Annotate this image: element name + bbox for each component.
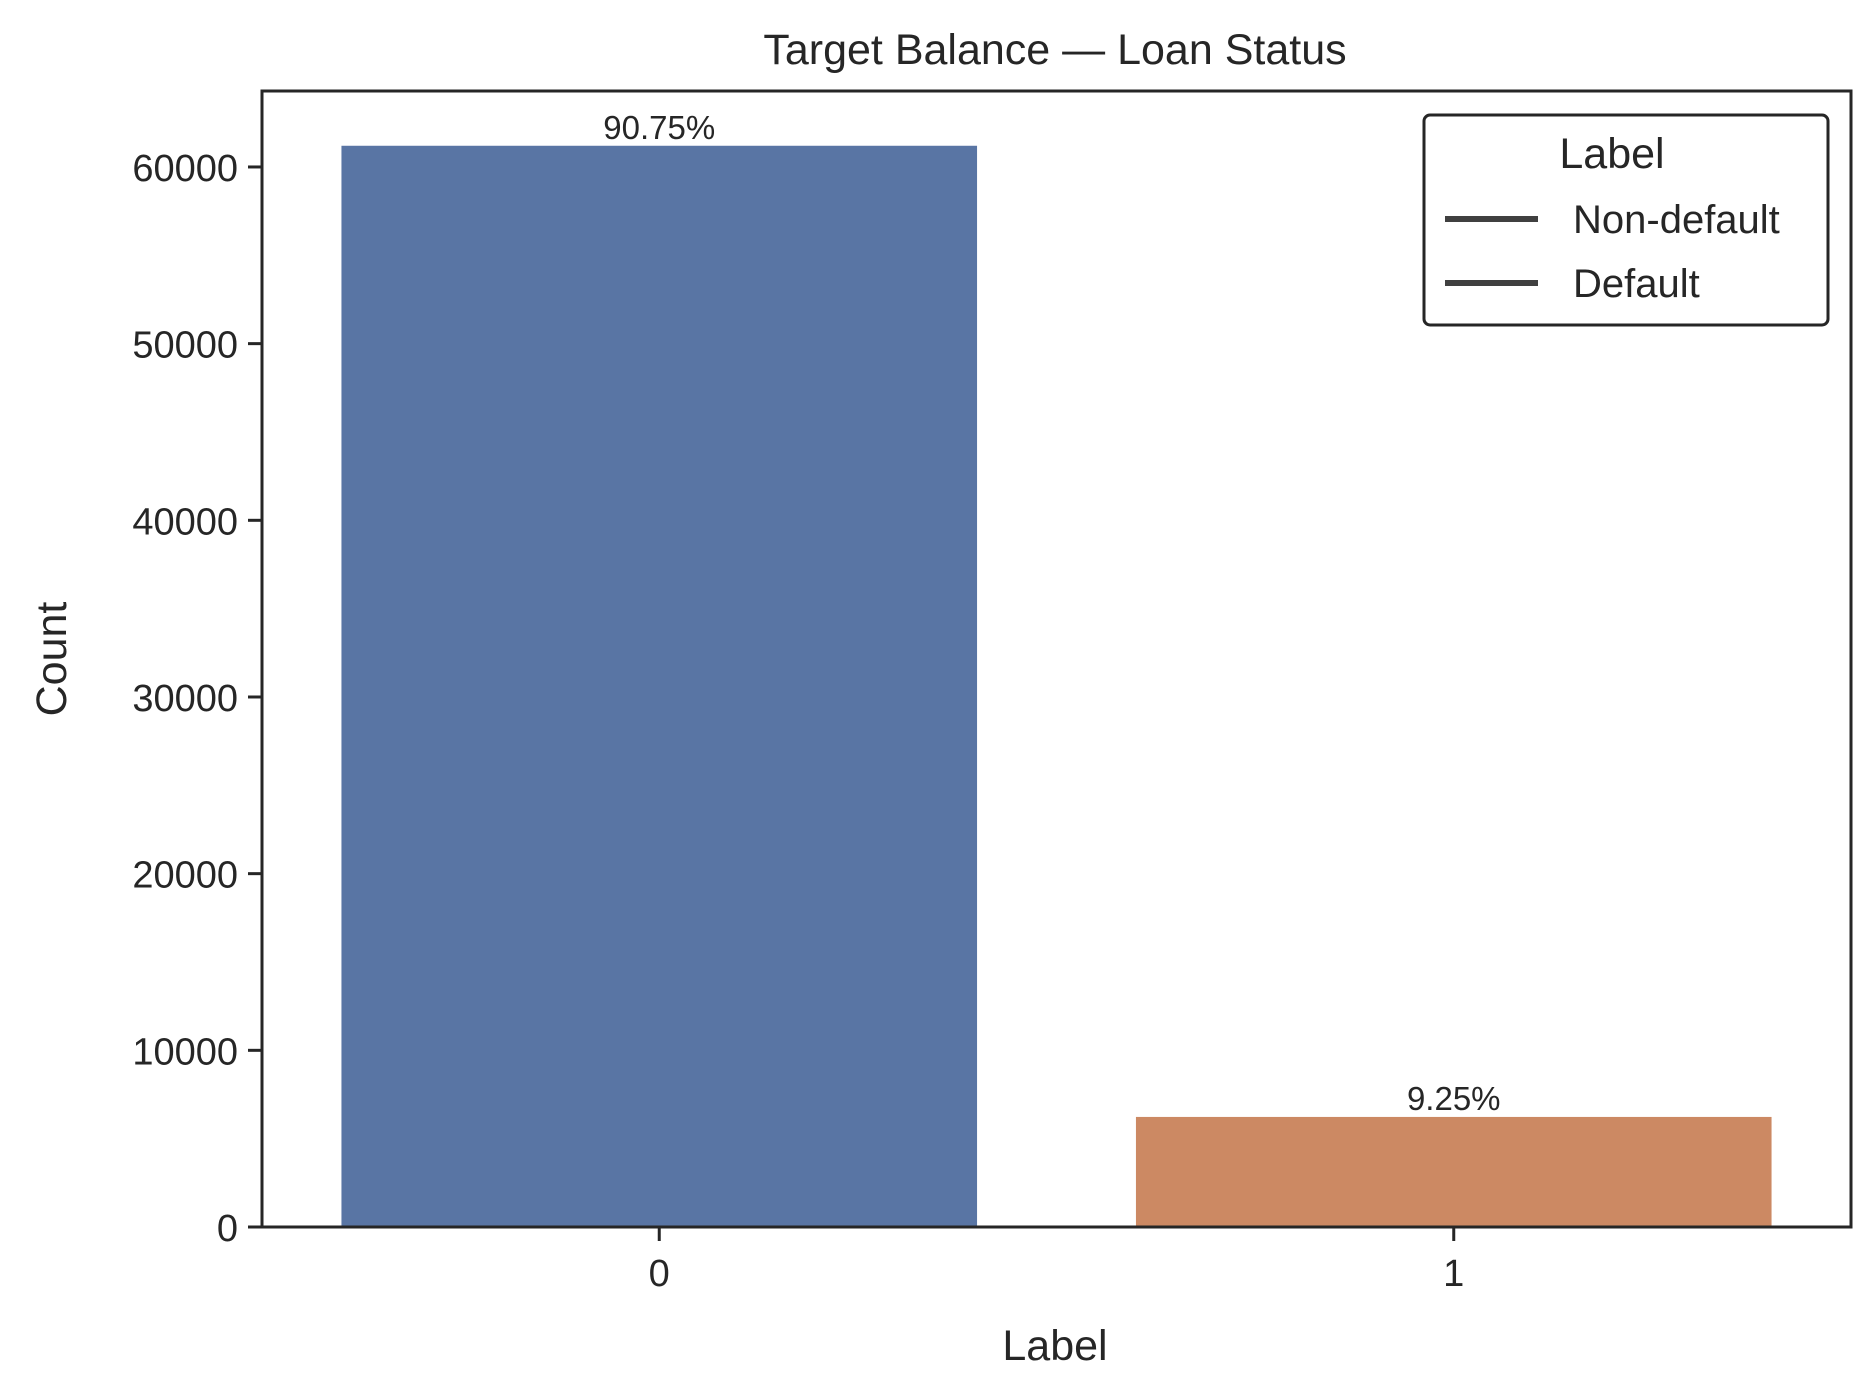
legend-title: Label [1559, 130, 1664, 178]
data-label-1: 9.25% [1407, 1080, 1501, 1117]
legend: Label Non-default Default [1422, 113, 1830, 327]
legend-label-default: Default [1573, 262, 1700, 306]
x-axis-label: Label [1002, 1322, 1107, 1370]
y-tick-label: 20000 [132, 855, 238, 897]
legend-label-non-default: Non-default [1573, 198, 1780, 242]
plot-area: 0 10000 20000 30000 40000 50000 60000 90.75% 0 9.… [132, 109, 1772, 1295]
y-tick-label: 10000 [132, 1031, 238, 1073]
data-label-0: 90.75% [603, 109, 715, 146]
y-tick-label: 30000 [132, 678, 238, 720]
x-tick-label: 1 [1443, 1253, 1464, 1295]
x-tick-label: 0 [649, 1253, 670, 1295]
y-tick-label: 40000 [132, 501, 238, 543]
chart-title: Target Balance — Loan Status [763, 26, 1346, 74]
y-tick-label: 50000 [132, 325, 238, 367]
bar-0 [341, 145, 978, 1227]
y-tick-label: 0 [217, 1208, 238, 1250]
bar-1 [1135, 1116, 1772, 1227]
y-axis-label: Count [28, 602, 76, 717]
y-tick-label: 60000 [132, 148, 238, 190]
plot-frame [260, 89, 1853, 1229]
legend-box [1422, 113, 1830, 327]
